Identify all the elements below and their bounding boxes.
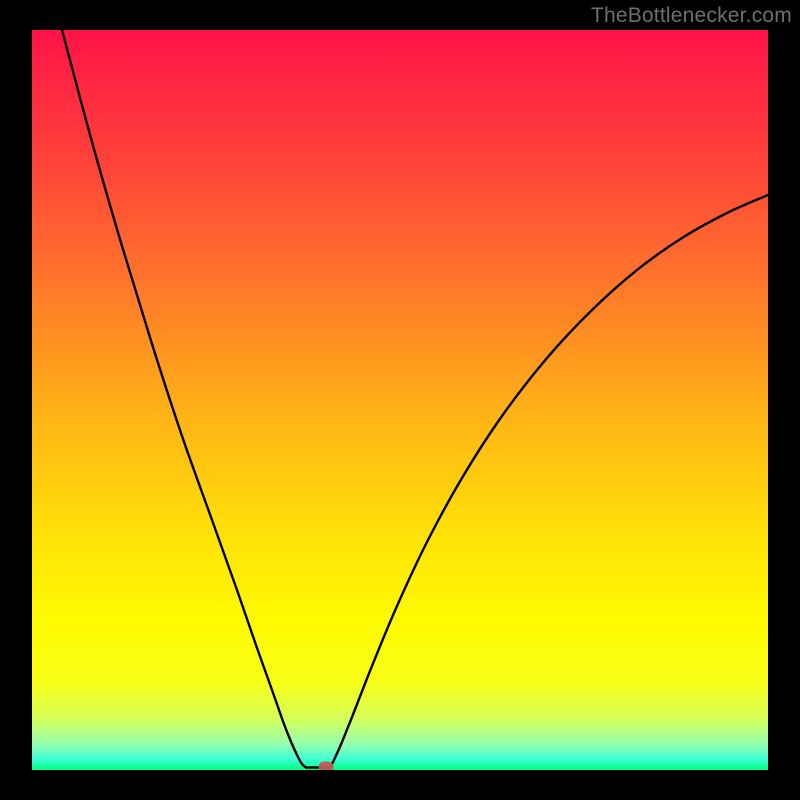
- plot-area: [32, 30, 768, 770]
- watermark-text: TheBottlenecker.com: [591, 4, 792, 28]
- curve-overlay: [32, 30, 768, 770]
- curve-left-branch: [62, 30, 306, 768]
- curve-right-branch: [330, 195, 768, 768]
- chart-canvas: TheBottlenecker.com: [0, 0, 800, 800]
- minimum-marker: [319, 762, 334, 771]
